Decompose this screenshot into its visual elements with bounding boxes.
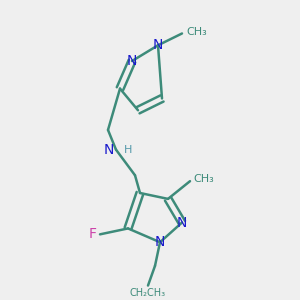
Text: F: F	[89, 227, 97, 241]
Text: CH₃: CH₃	[186, 26, 207, 37]
Text: CH₃: CH₃	[193, 174, 214, 184]
Text: N: N	[103, 143, 114, 157]
Text: N: N	[155, 235, 165, 249]
Text: N: N	[127, 54, 137, 68]
Text: N: N	[177, 215, 187, 230]
Text: N: N	[153, 38, 163, 52]
Text: H: H	[124, 145, 132, 155]
Text: CH₂CH₃: CH₂CH₃	[130, 289, 166, 298]
